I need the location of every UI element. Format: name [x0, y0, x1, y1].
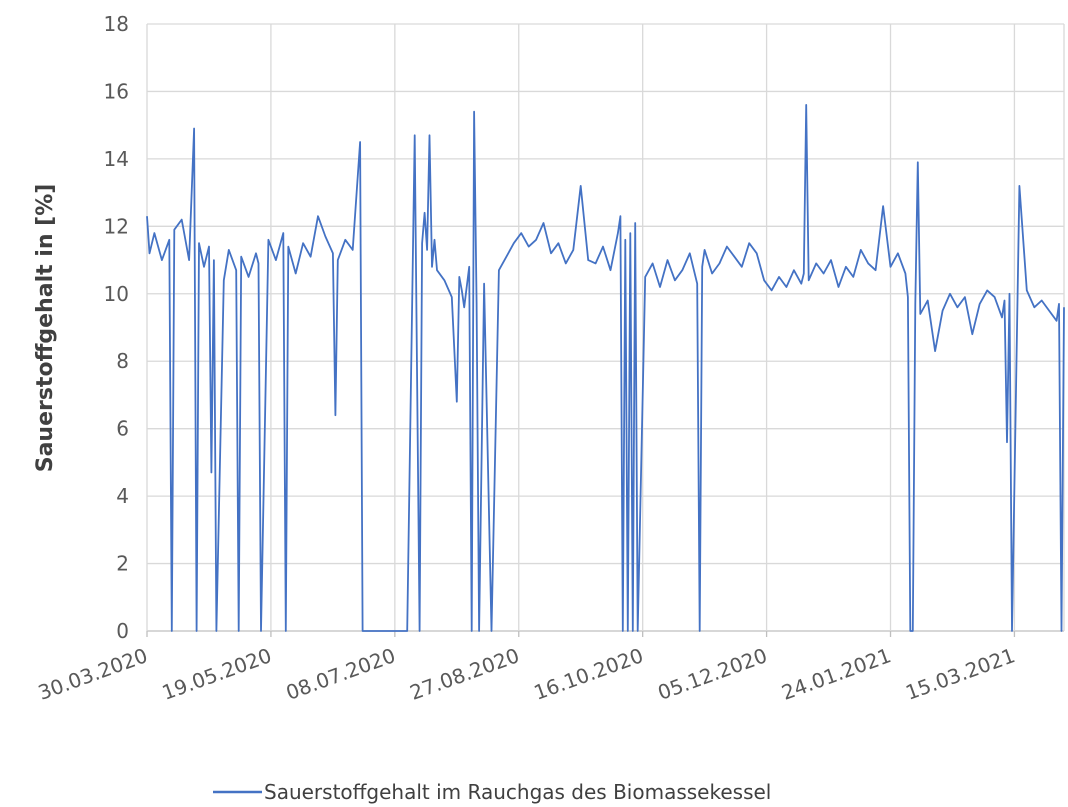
x-tick-label: 08.07.2020: [283, 643, 399, 705]
y-tick-label: 0: [116, 619, 129, 643]
legend: Sauerstoffgehalt im Rauchgas des Biomass…: [213, 780, 771, 804]
y-tick-label: 6: [116, 417, 129, 441]
x-tick-label: 24.01.2021: [778, 643, 894, 705]
x-tick-label: 15.03.2021: [902, 643, 1018, 705]
x-tick-label: 27.08.2020: [407, 643, 523, 705]
y-tick-label: 14: [104, 147, 129, 171]
x-tick-label: 30.03.2020: [35, 643, 151, 705]
series-line-oxygen-content: [146, 104, 1065, 632]
y-tick-label: 18: [104, 12, 129, 36]
x-tick-label: 16.10.2020: [531, 643, 647, 705]
y-tick-label: 16: [104, 79, 129, 103]
series-layer: [146, 104, 1065, 632]
y-tick-label: 2: [116, 552, 129, 576]
x-tick-labels: 30.03.2020 19.05.2020 08.07.2020 27.08.2020…: [35, 643, 1018, 705]
y-tick-label: 8: [116, 349, 129, 373]
legend-label: Sauerstoffgehalt im Rauchgas des Biomass…: [264, 780, 771, 804]
y-tick-label: 10: [104, 282, 129, 306]
y-axis-title: Sauerstoffgehalt in [%]: [33, 184, 58, 473]
y-tick-label: 12: [104, 214, 129, 238]
y-tick-label: 4: [116, 484, 129, 508]
x-tick-label: 19.05.2020: [159, 643, 275, 705]
y-tick-labels: 0 2 4 6 8 10 12 14 16 18: [104, 12, 129, 643]
x-tick-label: 05.12.2020: [654, 643, 770, 705]
gridlines: [146, 23, 1065, 632]
axes: [146, 631, 1016, 637]
